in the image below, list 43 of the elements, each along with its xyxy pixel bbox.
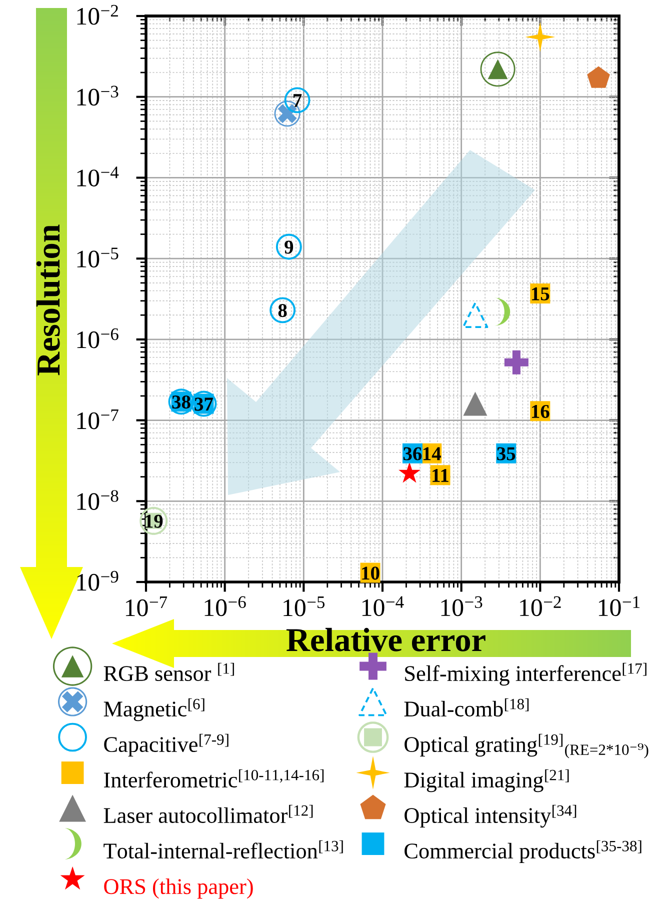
- y-tick-label: 10$^{−3}$: [77, 86, 118, 106]
- legend-label: Optical grating$^{[19]}$$_{(RE=2*10⁻⁹)}$: [404, 734, 648, 758]
- legend-label: Digital imaging$^{[21]}$: [404, 769, 569, 792]
- legend-label: Magnetic$^{[6]}$: [104, 698, 204, 722]
- y-tick-label: 10$^{−5}$: [77, 248, 118, 268]
- legend-label: Laser autocollimator$^{[12]}$: [104, 804, 313, 824]
- annotation: 14: [423, 447, 441, 460]
- y-tick-label: 10$^{−9}$: [77, 570, 118, 591]
- annotation: 19: [145, 514, 163, 528]
- legend-label: Capacitive$^{[7-9]}$: [104, 734, 228, 757]
- annotation: 15: [532, 287, 550, 300]
- y-axis-title: Resolution: [36, 224, 60, 376]
- annotation: 38: [172, 395, 190, 409]
- annotation: 11: [432, 469, 448, 482]
- x-axis-title: Relative error: [286, 628, 486, 652]
- annotation: 7: [294, 94, 302, 107]
- x-tick-label: 10$^{−2}$: [520, 596, 561, 616]
- legend-label: Optical intensity$^{[34]}$: [404, 804, 576, 828]
- x-tick-label: 10$^{−6}$: [204, 596, 246, 616]
- x-tick-label: 10$^{−3}$: [441, 596, 482, 616]
- y-tick-label: 10$^{−2}$: [77, 4, 118, 25]
- annotation: 36: [403, 447, 422, 460]
- x-tick-label: 10$^{−4}$: [362, 596, 404, 616]
- y-tick-label: 10$^{−4}$: [77, 166, 119, 186]
- x-tick-label: 10$^{−1}$: [598, 596, 640, 616]
- legend-label: RGB sensor $^{[1]}$: [104, 662, 234, 682]
- y-tick-label: 10$^{−6}$: [77, 328, 118, 348]
- legend-label: Self-mixing interference$^{[17]}$: [405, 662, 646, 686]
- legend-label: Dual-comb$^{[18]}$: [404, 698, 529, 717]
- y-tick-label: 10$^{−8}$: [77, 490, 118, 510]
- annotation: 16: [532, 404, 550, 418]
- x-tick-label: 10$^{−5}$: [284, 596, 325, 616]
- x-tick-label: 10$^{−7}$: [126, 596, 168, 616]
- annotation: 9: [284, 240, 294, 254]
- annotation: 8: [278, 304, 287, 318]
- annotation: 10: [362, 566, 380, 580]
- legend-label: Interferometric$^{[10-11,14-16]}$: [104, 769, 324, 788]
- legend-label: Commercial products$^{[35-38]}$: [404, 840, 642, 864]
- annotation: 35: [497, 447, 516, 460]
- y-tick-label: 10$^{−7}$: [77, 409, 118, 430]
- annotation: 37: [194, 398, 213, 411]
- legend-label: Total-internal-reflection$^{[13]}$: [104, 840, 343, 859]
- legend-label: ORS (this paper): [104, 878, 253, 899]
